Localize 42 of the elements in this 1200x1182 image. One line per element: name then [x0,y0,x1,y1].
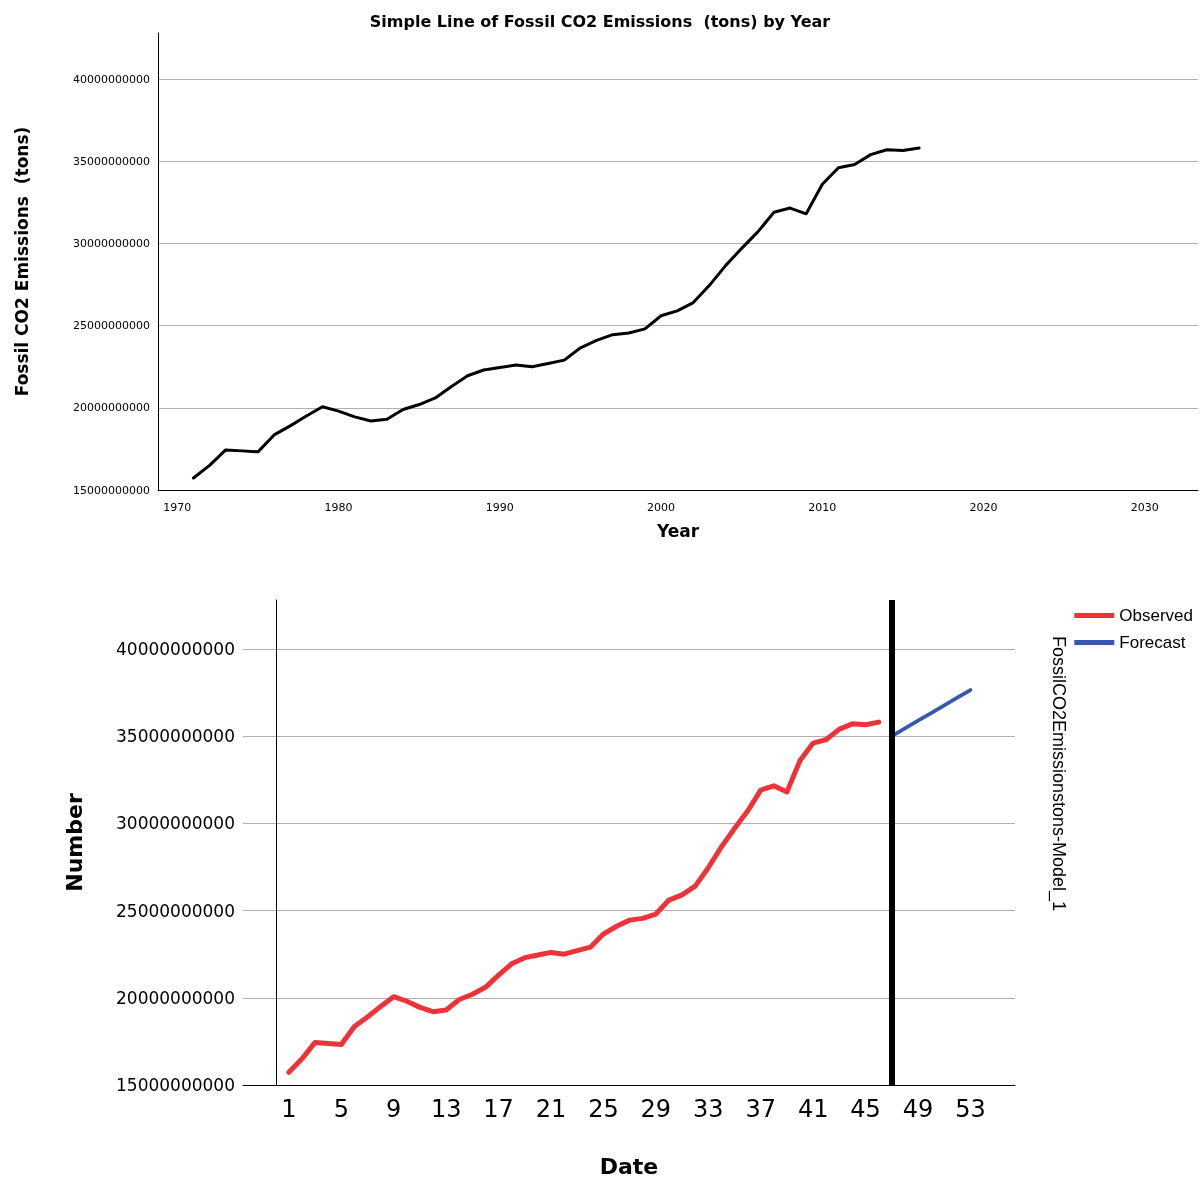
x-tick-label: 9 [386,1095,402,1123]
text: FossilCO2Emissionstons-Model_1 [1048,636,1069,912]
legend-label: Forecast [1119,633,1186,652]
y-tick-label: 25000000000 [73,319,150,333]
x-tick-label: 1980 [324,501,353,514]
x-tick-label: 37 [745,1095,776,1123]
y-tick-label: 15000000000 [73,483,150,497]
x-tick-label: 2010 [808,501,837,514]
y-tick-label: 25000000000 [116,900,235,921]
x-tick-label: 29 [640,1095,672,1123]
line-series [191,146,921,480]
x-tick-label: 21 [535,1095,567,1123]
y-tick-label: 30000000000 [116,813,235,834]
x-tick-label: 17 [483,1095,514,1123]
y-tick-label: 20000000000 [73,401,150,415]
y-tick-label: 35000000000 [116,726,235,747]
y-axis-title: Number [61,793,87,892]
x-tick-label: 53 [955,1095,986,1123]
x-tick-label: 5 [333,1095,349,1123]
y-tick-label: 15000000000 [116,1075,235,1095]
x-tick-label: 41 [797,1095,829,1123]
x-axis-title: Year [655,520,700,541]
x-tick-label: 2030 [1130,501,1159,514]
x-tick-label: 1 [281,1095,297,1123]
x-tick-label: 1970 [163,501,192,514]
x-tick-label: 13 [430,1095,462,1123]
x-tick-label: 1990 [485,501,514,514]
x-tick-label: 2020 [969,501,998,514]
y-tick-label: 30000000000 [73,236,150,250]
y-axis-title: Fossil CO2 Emissions (tons) [11,126,32,397]
x-tick-label: 2000 [647,501,676,514]
y-tick-label: 40000000000 [73,72,150,86]
x-tick-label: 49 [902,1095,934,1123]
legend-label: Observed [1119,606,1193,625]
x-tick-label: 45 [850,1095,881,1123]
y-tick-label: 40000000000 [116,638,235,659]
x-tick-label: 25 [588,1095,619,1123]
y-tick-label: 20000000000 [116,987,235,1008]
y-tick-label: 35000000000 [73,154,150,168]
x-axis-title: Date [599,1153,659,1179]
x-tick-label: 33 [693,1095,724,1123]
chart-title: Simple Line of Fossil CO2 Emissions (tons) by Year [369,11,831,31]
